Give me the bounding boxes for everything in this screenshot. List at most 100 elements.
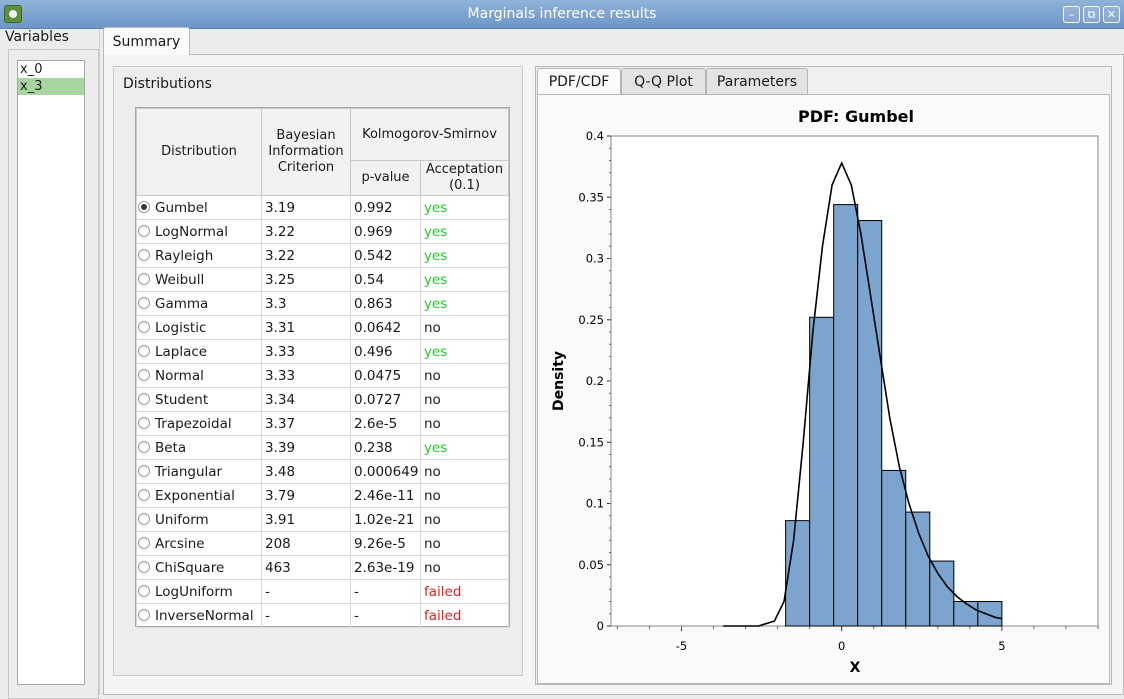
distribution-radio[interactable] xyxy=(138,416,150,429)
cell-distribution[interactable]: Normal xyxy=(136,363,262,388)
cell-distribution[interactable]: Gumbel xyxy=(136,195,262,220)
cell-distribution[interactable]: Gamma xyxy=(136,291,262,316)
cell-pvalue: 0.542 xyxy=(350,243,421,268)
header-acceptation-line2: (0.1) xyxy=(449,178,480,193)
distribution-name: Beta xyxy=(155,439,187,456)
table-row[interactable]: LogUniform - - failed xyxy=(136,579,509,604)
distribution-radio[interactable] xyxy=(138,200,150,213)
header-distribution[interactable]: Distribution xyxy=(136,108,262,196)
tab-parameters[interactable]: Parameters xyxy=(706,68,808,94)
cell-pvalue: 2.46e-11 xyxy=(350,483,421,508)
table-row[interactable]: Weibull 3.25 0.54 yes xyxy=(136,267,509,292)
variable-item-x0[interactable]: x_0 xyxy=(20,62,43,77)
tab-pdf-cdf[interactable]: PDF/CDF xyxy=(537,68,621,95)
y-axis-label: Density xyxy=(551,351,567,411)
cell-pvalue: - xyxy=(350,603,421,628)
table-row[interactable]: Arcsine 208 9.26e-5 no xyxy=(136,531,509,556)
cell-distribution[interactable]: Logistic xyxy=(136,315,262,340)
cell-distribution[interactable]: InverseNormal xyxy=(136,603,262,628)
cell-distribution[interactable]: Rayleigh xyxy=(136,243,262,268)
cell-pvalue: - xyxy=(350,579,421,604)
distribution-name: Exponential xyxy=(155,487,235,504)
variable-item-x3[interactable]: x_3 xyxy=(18,78,84,95)
table-row[interactable]: Logistic 3.31 0.0642 no xyxy=(136,315,509,340)
distribution-radio[interactable] xyxy=(138,488,150,501)
variables-list[interactable]: x_0 x_3 xyxy=(17,60,85,685)
table-row[interactable]: Trapezoidal 3.37 2.6e-5 no xyxy=(136,411,509,436)
table-row[interactable]: Student 3.34 0.0727 no xyxy=(136,387,509,412)
distribution-name: ChiSquare xyxy=(155,559,225,576)
distribution-name: Rayleigh xyxy=(155,247,214,264)
cell-bic: 3.39 xyxy=(261,435,351,460)
distribution-name: Normal xyxy=(155,367,204,384)
y-tick-label: 0.05 xyxy=(578,558,604,572)
cell-distribution[interactable]: LogUniform xyxy=(136,579,262,604)
cell-distribution[interactable]: Exponential xyxy=(136,483,262,508)
distribution-radio[interactable] xyxy=(138,272,150,285)
cell-distribution[interactable]: ChiSquare xyxy=(136,555,262,580)
table-row[interactable]: Gumbel 3.19 0.992 yes xyxy=(136,195,509,220)
table-row[interactable]: Uniform 3.91 1.02e-21 no xyxy=(136,507,509,532)
cell-distribution[interactable]: Laplace xyxy=(136,339,262,364)
table-row[interactable]: Rayleigh 3.22 0.542 yes xyxy=(136,243,509,268)
maximize-button[interactable]: ⧉ xyxy=(1083,6,1100,23)
table-row[interactable]: ChiSquare 463 2.63e-19 no xyxy=(136,555,509,580)
cell-distribution[interactable]: Beta xyxy=(136,435,262,460)
distribution-radio[interactable] xyxy=(138,440,150,453)
tab-summary[interactable]: Summary xyxy=(103,27,190,55)
cell-distribution[interactable]: Weibull xyxy=(136,267,262,292)
cell-distribution[interactable]: LogNormal xyxy=(136,219,262,244)
minimize-button[interactable]: – xyxy=(1063,6,1080,23)
chart-title: PDF: Gumbel xyxy=(798,107,914,126)
distribution-radio[interactable] xyxy=(138,248,150,261)
header-ks[interactable]: Kolmogorov-Smirnov xyxy=(350,108,509,161)
distribution-radio[interactable] xyxy=(138,608,150,621)
distribution-radio[interactable] xyxy=(138,536,150,549)
cell-bic: 3.22 xyxy=(261,219,351,244)
distribution-name: Logistic xyxy=(155,319,207,336)
cell-bic: 3.37 xyxy=(261,411,351,436)
y-tick-label: 0.2 xyxy=(586,374,604,388)
cell-pvalue: 0.0642 xyxy=(350,315,421,340)
table-row[interactable]: Triangular 3.48 0.000649 no xyxy=(136,459,509,484)
cell-distribution[interactable]: Student xyxy=(136,387,262,412)
cell-acceptation: yes xyxy=(420,219,509,244)
distribution-radio[interactable] xyxy=(138,392,150,405)
distribution-radio[interactable] xyxy=(138,584,150,597)
distribution-radio[interactable] xyxy=(138,560,150,573)
table-row[interactable]: Normal 3.33 0.0475 no xyxy=(136,363,509,388)
header-pvalue[interactable]: p-value xyxy=(350,160,421,196)
distribution-radio[interactable] xyxy=(138,512,150,525)
cell-distribution[interactable]: Arcsine xyxy=(136,531,262,556)
y-tick-label: 0 xyxy=(597,619,604,633)
distribution-radio[interactable] xyxy=(138,296,150,309)
distribution-radio[interactable] xyxy=(138,224,150,237)
cell-distribution[interactable]: Triangular xyxy=(136,459,262,484)
cell-distribution[interactable]: Trapezoidal xyxy=(136,411,262,436)
header-bic[interactable]: Bayesian Information Criterion xyxy=(261,108,351,196)
tab-qq-plot[interactable]: Q-Q Plot xyxy=(621,68,706,94)
app-icon xyxy=(4,5,22,23)
distribution-radio[interactable] xyxy=(138,368,150,381)
distribution-radio[interactable] xyxy=(138,464,150,477)
cell-acceptation: failed xyxy=(420,603,509,628)
cell-pvalue: 0.992 xyxy=(350,195,421,220)
cell-bic: 3.31 xyxy=(261,315,351,340)
table-row[interactable]: LogNormal 3.22 0.969 yes xyxy=(136,219,509,244)
cell-bic: 3.3 xyxy=(261,291,351,316)
table-row[interactable]: Exponential 3.79 2.46e-11 no xyxy=(136,483,509,508)
y-tick-label: 0.35 xyxy=(578,190,604,204)
distributions-table[interactable]: Distribution Bayesian Information Criter… xyxy=(135,107,510,628)
header-acceptation[interactable]: Acceptation (0.1) xyxy=(420,160,509,196)
close-button[interactable]: ✕ xyxy=(1103,6,1120,23)
cell-bic: 3.25 xyxy=(261,267,351,292)
table-row[interactable]: InverseNormal - - failed xyxy=(136,603,509,628)
table-row[interactable]: Laplace 3.33 0.496 yes xyxy=(136,339,509,364)
y-tick-label: 0.15 xyxy=(578,435,604,449)
table-row[interactable]: Gamma 3.3 0.863 yes xyxy=(136,291,509,316)
cell-distribution[interactable]: Uniform xyxy=(136,507,262,532)
distribution-name: Laplace xyxy=(155,343,208,360)
distribution-radio[interactable] xyxy=(138,344,150,357)
distribution-radio[interactable] xyxy=(138,320,150,333)
table-row[interactable]: Beta 3.39 0.238 yes xyxy=(136,435,509,460)
